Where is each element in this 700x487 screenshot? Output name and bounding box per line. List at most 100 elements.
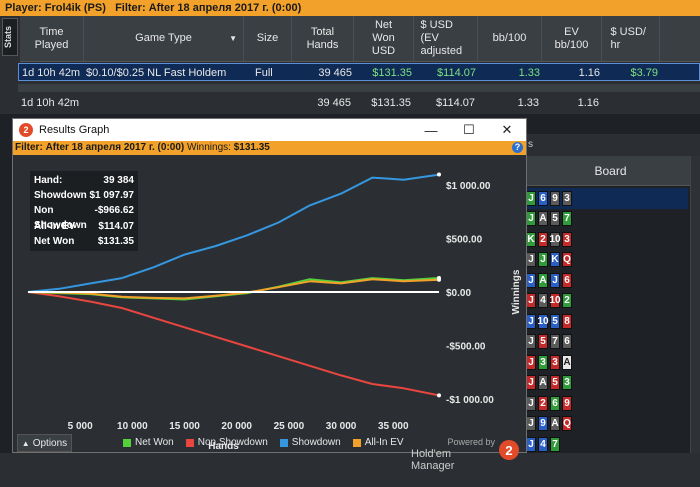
legend-swatch <box>279 438 288 447</box>
col-total-hands[interactable]: Total Hands <box>292 16 354 61</box>
board-card: A <box>538 375 548 391</box>
stats-row: Net Won $131.35 <box>34 234 134 249</box>
vertical-scrollbar[interactable] <box>690 156 700 453</box>
hover-stats-box: Hand: 39 384 Showdown $1 097.97 Non Showdown… <box>30 171 138 251</box>
board-card: J <box>526 375 536 391</box>
table-row-selected[interactable]: 1d 10h 42m $0.10/$0.25 NL Fast Holdem Fu… <box>18 63 700 81</box>
brand-name: Hold'em Manager <box>411 448 455 472</box>
close-button[interactable]: ✕ <box>501 122 513 137</box>
col-usd-ev[interactable]: $ USD (EV adjusted <box>414 16 478 61</box>
col-time-played[interactable]: Time Played <box>20 16 84 61</box>
stats-tab[interactable]: Stats <box>2 18 18 56</box>
series-line-showdown <box>27 173 440 293</box>
board-card: J <box>526 436 536 452</box>
filter-value[interactable]: After 18 апреля 2017 г. (0:00) <box>45 142 185 153</box>
board-card: 2 <box>562 293 572 309</box>
board-card: 3 <box>538 354 548 370</box>
col-game-type[interactable]: Game Type ▼ <box>84 16 244 61</box>
board-row[interactable]: J 4 10 2 <box>524 291 688 312</box>
cell-game-type: $0.10/$0.25 NL Fast Holdem <box>86 67 227 79</box>
board-card: 7 <box>550 436 560 452</box>
y-tick-label: $0.00 <box>446 288 471 299</box>
maximize-button[interactable]: ☐ <box>463 122 475 137</box>
board-card: A <box>550 416 560 432</box>
filter-label: Filter: <box>15 142 43 153</box>
col-board[interactable]: Board <box>527 156 694 186</box>
board-card: 9 <box>562 395 572 411</box>
board-card: 5 <box>550 313 560 329</box>
x-tick-label: 25 000 <box>274 421 305 432</box>
board-card: 6 <box>538 190 548 206</box>
board-card: 9 <box>550 190 560 206</box>
board-card: 2 <box>538 395 548 411</box>
separator-band <box>18 84 700 92</box>
player-value[interactable]: Frol4ik (PS) <box>44 2 106 14</box>
legend-item[interactable]: Non Showdown <box>185 437 268 448</box>
board-card: K <box>550 252 560 268</box>
legend-label: All-In EV <box>364 437 404 448</box>
legend-item[interactable]: Showdown <box>279 437 341 448</box>
cell-usd-hr: $3.79 <box>630 67 658 79</box>
help-icon[interactable]: ? <box>512 142 523 153</box>
legend-swatch <box>352 438 361 447</box>
hm2-logo-icon: 2 <box>499 440 519 460</box>
powered-by-text: Powered by <box>447 437 495 447</box>
col-bb100[interactable]: bb/100 <box>478 16 542 61</box>
board-card: J <box>538 252 548 268</box>
board-card: 10 <box>537 313 549 329</box>
board-card: 2 <box>538 231 548 247</box>
cell-hands: 39 465 <box>317 97 351 109</box>
col-net-won[interactable]: Net Won USD <box>354 16 414 61</box>
options-label: Options <box>32 437 68 449</box>
options-button[interactable]: ▲ Options <box>17 434 72 452</box>
x-tick-label: 30 000 <box>326 421 357 432</box>
stats-label: Non Showdown <box>34 205 87 232</box>
legend-item[interactable]: Net Won <box>123 437 174 448</box>
legend-swatch <box>185 438 194 447</box>
cell-net-won: $131.35 <box>372 67 412 79</box>
x-tick-label: 15 000 <box>169 421 200 432</box>
col-size[interactable]: Size <box>244 16 292 61</box>
col-ev-bb100[interactable]: EV bb/100 <box>542 16 602 61</box>
board-card: 7 <box>550 334 560 350</box>
filter-value[interactable]: After 18 апреля 2017 г. (0:00) <box>148 2 302 14</box>
stats-row: All-In EV $114.07 <box>34 219 134 234</box>
board-card: 6 <box>562 272 572 288</box>
board-card: 10 <box>549 293 561 309</box>
x-axis-label: Hands <box>208 441 239 452</box>
board-card: 9 <box>538 416 548 432</box>
stats-row: Showdown $1 097.97 <box>34 188 134 203</box>
x-tick-label: 35 000 <box>378 421 409 432</box>
series-end-point <box>437 277 441 282</box>
cell-size: Full <box>255 67 273 79</box>
y-axis-label: Winnings <box>511 269 522 314</box>
stats-value: 39 384 <box>103 175 134 186</box>
partial-tab[interactable]: s <box>520 134 700 156</box>
col-usd-hr[interactable]: $ USD/ hr <box>602 16 660 61</box>
board-card: J <box>526 190 536 206</box>
player-filter-bar: Player: Frol4ik (PS) Filter: After 18 ап… <box>0 0 700 16</box>
board-card: 4 <box>538 293 548 309</box>
stats-value: $1 097.97 <box>89 190 135 202</box>
board-card: 3 <box>550 354 560 370</box>
board-row[interactable]: J 10 5 8 <box>524 311 688 332</box>
table-row-total: 1d 10h 42m 39 465 $131.35 $114.07 1.33 1… <box>18 94 700 112</box>
stats-row: Non Showdown -$966.62 <box>34 203 134 232</box>
window-titlebar[interactable]: 2 Results Graph — ☐ ✕ <box>13 119 526 141</box>
legend-item[interactable]: All-In EV <box>352 437 404 448</box>
stats-value: $114.07 <box>98 220 134 232</box>
chevron-down-icon[interactable]: ▼ <box>229 34 237 43</box>
minimize-button[interactable]: — <box>424 122 438 138</box>
board-row[interactable]: K 2 10 3 <box>524 229 688 250</box>
board-list: J 6 9 3 J A 5 7 K 2 10 3 J J K Q J A J 6 J 4 10 2 J 10 5 8 J 5 7 6 J 3 3 A J… <box>524 188 688 455</box>
